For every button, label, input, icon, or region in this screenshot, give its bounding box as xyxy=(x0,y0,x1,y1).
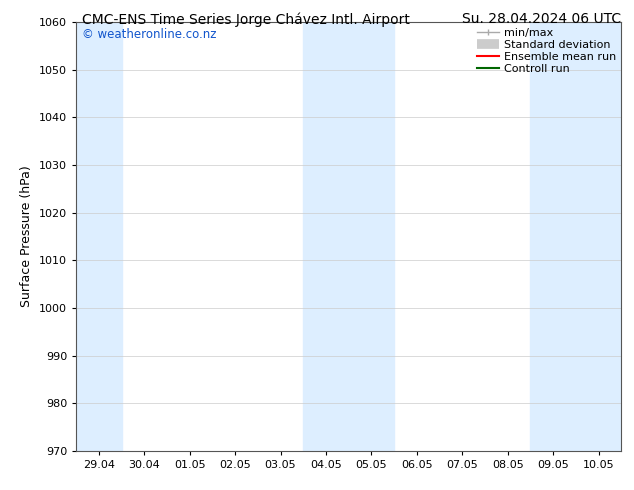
Legend: min/max, Standard deviation, Ensemble mean run, Controll run: min/max, Standard deviation, Ensemble me… xyxy=(475,25,618,76)
Bar xyxy=(349,22,394,451)
Y-axis label: Surface Pressure (hPa): Surface Pressure (hPa) xyxy=(20,166,34,307)
Text: Su. 28.04.2024 06 UTC: Su. 28.04.2024 06 UTC xyxy=(462,12,621,26)
Bar xyxy=(576,22,621,451)
Text: CMC-ENS Time Series Jorge Chávez Intl. Airport: CMC-ENS Time Series Jorge Chávez Intl. A… xyxy=(82,12,410,27)
Text: © weatheronline.co.nz: © weatheronline.co.nz xyxy=(82,28,216,42)
Bar xyxy=(531,22,576,451)
Bar xyxy=(303,22,349,451)
Bar xyxy=(76,22,122,451)
